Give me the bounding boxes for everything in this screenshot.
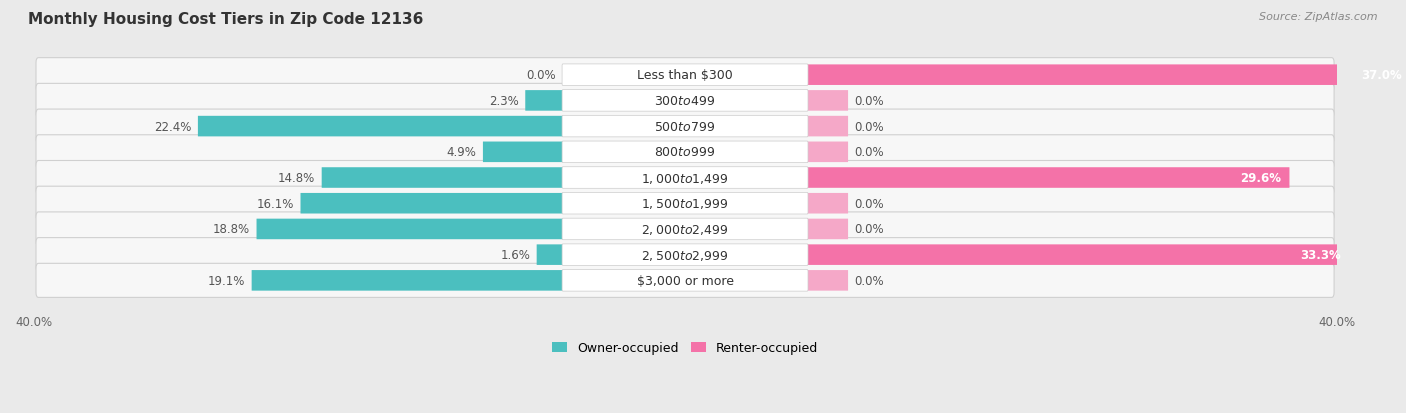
FancyBboxPatch shape — [807, 219, 848, 240]
Text: $2,000 to $2,499: $2,000 to $2,499 — [641, 222, 728, 236]
FancyBboxPatch shape — [37, 110, 1334, 144]
FancyBboxPatch shape — [562, 116, 808, 138]
FancyBboxPatch shape — [807, 116, 848, 137]
FancyBboxPatch shape — [537, 245, 562, 265]
Text: 0.0%: 0.0% — [855, 197, 884, 210]
FancyBboxPatch shape — [256, 219, 562, 240]
Text: $2,500 to $2,999: $2,500 to $2,999 — [641, 248, 728, 262]
Text: 37.0%: 37.0% — [1361, 69, 1402, 82]
Text: 29.6%: 29.6% — [1240, 172, 1281, 185]
Text: $1,500 to $1,999: $1,500 to $1,999 — [641, 197, 728, 211]
FancyBboxPatch shape — [198, 116, 562, 137]
FancyBboxPatch shape — [807, 193, 848, 214]
FancyBboxPatch shape — [301, 193, 562, 214]
Text: 16.1%: 16.1% — [257, 197, 294, 210]
Text: $3,000 or more: $3,000 or more — [637, 274, 734, 287]
Text: 2.3%: 2.3% — [489, 95, 519, 108]
FancyBboxPatch shape — [37, 84, 1334, 118]
FancyBboxPatch shape — [252, 271, 562, 291]
Legend: Owner-occupied, Renter-occupied: Owner-occupied, Renter-occupied — [547, 336, 823, 359]
FancyBboxPatch shape — [562, 90, 808, 112]
Text: 0.0%: 0.0% — [855, 95, 884, 108]
FancyBboxPatch shape — [37, 212, 1334, 247]
FancyBboxPatch shape — [807, 142, 848, 163]
FancyBboxPatch shape — [807, 65, 1406, 86]
FancyBboxPatch shape — [562, 167, 808, 189]
FancyBboxPatch shape — [562, 218, 808, 240]
Text: 0.0%: 0.0% — [855, 274, 884, 287]
Text: $500 to $799: $500 to $799 — [654, 120, 716, 133]
Text: 4.9%: 4.9% — [447, 146, 477, 159]
FancyBboxPatch shape — [807, 168, 1289, 188]
Text: 0.0%: 0.0% — [855, 223, 884, 236]
FancyBboxPatch shape — [37, 59, 1334, 93]
FancyBboxPatch shape — [37, 135, 1334, 169]
Text: 18.8%: 18.8% — [214, 223, 250, 236]
Text: 0.0%: 0.0% — [527, 69, 557, 82]
Text: $800 to $999: $800 to $999 — [654, 146, 716, 159]
FancyBboxPatch shape — [562, 193, 808, 214]
Text: 0.0%: 0.0% — [855, 120, 884, 133]
Text: Source: ZipAtlas.com: Source: ZipAtlas.com — [1260, 12, 1378, 22]
FancyBboxPatch shape — [562, 65, 808, 86]
FancyBboxPatch shape — [807, 245, 1350, 265]
FancyBboxPatch shape — [562, 142, 808, 163]
Text: $300 to $499: $300 to $499 — [654, 95, 716, 108]
Text: 14.8%: 14.8% — [278, 172, 315, 185]
Text: 1.6%: 1.6% — [501, 249, 530, 261]
FancyBboxPatch shape — [37, 187, 1334, 221]
FancyBboxPatch shape — [37, 238, 1334, 272]
Text: 33.3%: 33.3% — [1301, 249, 1341, 261]
Text: 22.4%: 22.4% — [155, 120, 191, 133]
FancyBboxPatch shape — [526, 91, 562, 112]
FancyBboxPatch shape — [37, 161, 1334, 195]
FancyBboxPatch shape — [807, 271, 848, 291]
FancyBboxPatch shape — [322, 168, 562, 188]
Text: Monthly Housing Cost Tiers in Zip Code 12136: Monthly Housing Cost Tiers in Zip Code 1… — [28, 12, 423, 27]
FancyBboxPatch shape — [482, 142, 562, 163]
FancyBboxPatch shape — [807, 91, 848, 112]
FancyBboxPatch shape — [562, 244, 808, 266]
Text: 0.0%: 0.0% — [855, 146, 884, 159]
Text: 19.1%: 19.1% — [208, 274, 245, 287]
FancyBboxPatch shape — [37, 263, 1334, 298]
Text: $1,000 to $1,499: $1,000 to $1,499 — [641, 171, 728, 185]
FancyBboxPatch shape — [562, 270, 808, 292]
Text: Less than $300: Less than $300 — [637, 69, 733, 82]
